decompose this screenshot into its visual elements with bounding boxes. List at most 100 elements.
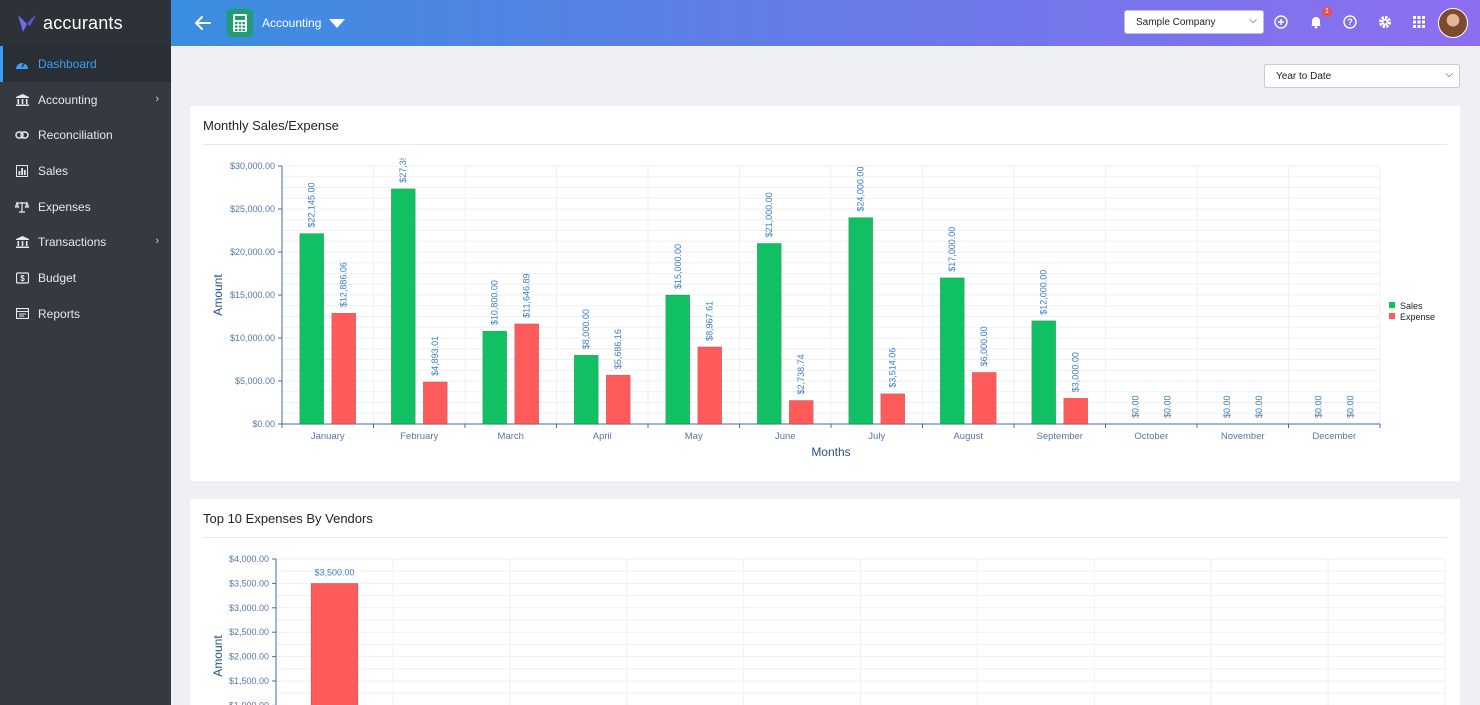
data-label: $0.00 <box>1222 395 1232 418</box>
expense-bar <box>971 372 997 425</box>
chevron-down-icon: ⌵ <box>1249 15 1257 26</box>
data-label: $21,000.00 <box>764 192 774 237</box>
sidebar-item-transactions[interactable]: Transactions › <box>0 224 171 260</box>
y-tick-label: $4,000.00 <box>229 554 269 564</box>
bank-icon <box>15 93 29 107</box>
data-label: $0.00 <box>1130 395 1140 418</box>
reports-icon <box>15 307 29 321</box>
chevron-down-icon: ⌵ <box>1445 69 1453 80</box>
expense-bar <box>422 381 448 425</box>
x-tick-label: August <box>953 431 983 442</box>
sidebar-item-sales[interactable]: Sales <box>0 153 171 189</box>
y-tick-label: $2,000.00 <box>229 652 269 662</box>
data-label: $11,646.89 <box>522 273 532 317</box>
expense-bar <box>1063 397 1089 425</box>
y-tick-label: $1,500.00 <box>229 676 269 686</box>
data-label: $8,000.00 <box>581 309 591 349</box>
data-label: $3,500.00 <box>314 567 354 577</box>
sales-bar <box>299 233 325 425</box>
sales-bar <box>665 294 691 425</box>
x-tick-label: September <box>1037 431 1083 442</box>
y-tick-label: $10,000.00 <box>230 333 275 343</box>
data-label: $0.00 <box>1313 395 1323 418</box>
sidebar-item-label: Dashboard <box>38 56 97 71</box>
data-label: $12,886.06 <box>339 262 349 307</box>
vendor-expenses-chart: $1,000.00 $1,500.00 $2,000.00 $2,500.00 $3,0… <box>211 554 1446 705</box>
y-tick-label: $5,000.00 <box>235 376 275 386</box>
add-circle-icon[interactable] <box>1273 14 1289 30</box>
data-label: $3,000.00 <box>1071 352 1081 392</box>
sales-bar <box>939 277 965 425</box>
expense-bar <box>605 374 631 425</box>
chevron-right-icon: › <box>155 92 159 105</box>
sales-expense-chart: $0.00 $5,000.00 $10,000.00 $15,000.00 $20,00… <box>211 158 1435 459</box>
sidebar-item-budget[interactable]: $ Budget <box>0 260 171 296</box>
sidebar-nav: Dashboard Accounting › Reconciliation Sales E… <box>0 46 171 332</box>
data-label: $0.00 <box>1162 395 1172 418</box>
y-tick-label: $3,500.00 <box>229 578 269 588</box>
link-icon <box>15 128 29 142</box>
data-label: $15,000.00 <box>673 244 683 289</box>
svg-text:$: $ <box>20 274 25 283</box>
x-tick-label: July <box>868 431 885 442</box>
company-select[interactable]: Sample Company ⌵ <box>1124 10 1264 34</box>
sidebar-item-accounting[interactable]: Accounting › <box>0 82 171 118</box>
brand[interactable]: accurants <box>0 0 171 46</box>
x-tick-label: February <box>400 431 438 442</box>
apps-grid-icon[interactable] <box>1411 14 1427 30</box>
sales-bar <box>848 217 874 425</box>
expense-bar <box>697 346 723 425</box>
bell-icon[interactable] <box>1308 14 1324 30</box>
sidebar: accurants Dashboard Accounting › Reconcilia… <box>0 0 171 705</box>
divider <box>203 144 1447 145</box>
sidebar-item-expenses[interactable]: Expenses <box>0 189 171 225</box>
period-select[interactable]: Year to Date ⌵ <box>1264 64 1460 88</box>
data-label: $6,000.00 <box>979 326 989 366</box>
sidebar-item-label: Budget <box>38 270 77 285</box>
calculator-icon[interactable] <box>227 9 253 37</box>
help-icon[interactable]: ? <box>1342 14 1358 30</box>
expense-bar <box>514 323 540 425</box>
chevron-right-icon: › <box>155 235 159 248</box>
divider <box>203 537 1447 538</box>
sidebar-item-dashboard[interactable]: Dashboard <box>0 46 171 82</box>
y-tick-label: $3,000.00 <box>229 603 269 613</box>
x-tick-label: June <box>775 431 796 442</box>
y-tick-label: $0.00 <box>252 419 275 429</box>
bar-chart-icon <box>15 164 29 178</box>
sales-expense-card: Monthly Sales/Expense $0.00 $5,000.00 $10,… <box>190 106 1460 481</box>
legend-swatch-sales <box>1389 302 1395 308</box>
y-tick-label: $25,000.00 <box>230 204 275 214</box>
sidebar-item-reconciliation[interactable]: Reconciliation <box>0 117 171 153</box>
data-label: $24,000.00 <box>856 167 866 212</box>
legend-label: Expense <box>1400 312 1435 322</box>
sidebar-item-reports[interactable]: Reports <box>0 296 171 332</box>
sidebar-item-label: Transactions <box>38 235 107 250</box>
bank-icon <box>15 235 29 249</box>
gear-icon[interactable] <box>1377 14 1393 30</box>
vendor-bar <box>310 583 359 705</box>
data-label: $3,514.06 <box>888 348 898 388</box>
y-tick-label: $30,000.00 <box>230 161 275 171</box>
x-axis-title: Months <box>811 445 850 459</box>
arrow-left-icon <box>195 16 211 30</box>
module-caret-icon[interactable] <box>329 18 346 28</box>
y-axis-title: Amount <box>211 635 225 677</box>
x-tick-label: January <box>311 431 345 442</box>
avatar[interactable] <box>1438 8 1468 38</box>
module-name[interactable]: Accounting <box>262 16 322 30</box>
data-label: $27,3! <box>398 158 408 183</box>
y-tick-label: $20,000.00 <box>230 247 275 257</box>
data-label: $0.00 <box>1345 395 1355 418</box>
data-label: $17,000.00 <box>947 227 957 272</box>
x-tick-label: December <box>1312 431 1356 442</box>
brand-name: accurants <box>43 12 123 33</box>
sales-bar <box>390 188 416 425</box>
notification-badge: 1 <box>1322 7 1332 17</box>
back-button[interactable] <box>191 11 215 35</box>
vendor-expenses-card: Top 10 Expenses By Vendors $1,000.00 $1,5… <box>190 499 1460 705</box>
sales-bar <box>573 354 599 425</box>
expense-bar <box>788 400 814 425</box>
card-title: Top 10 Expenses By Vendors <box>203 511 373 526</box>
legend-swatch-expense <box>1389 313 1395 319</box>
